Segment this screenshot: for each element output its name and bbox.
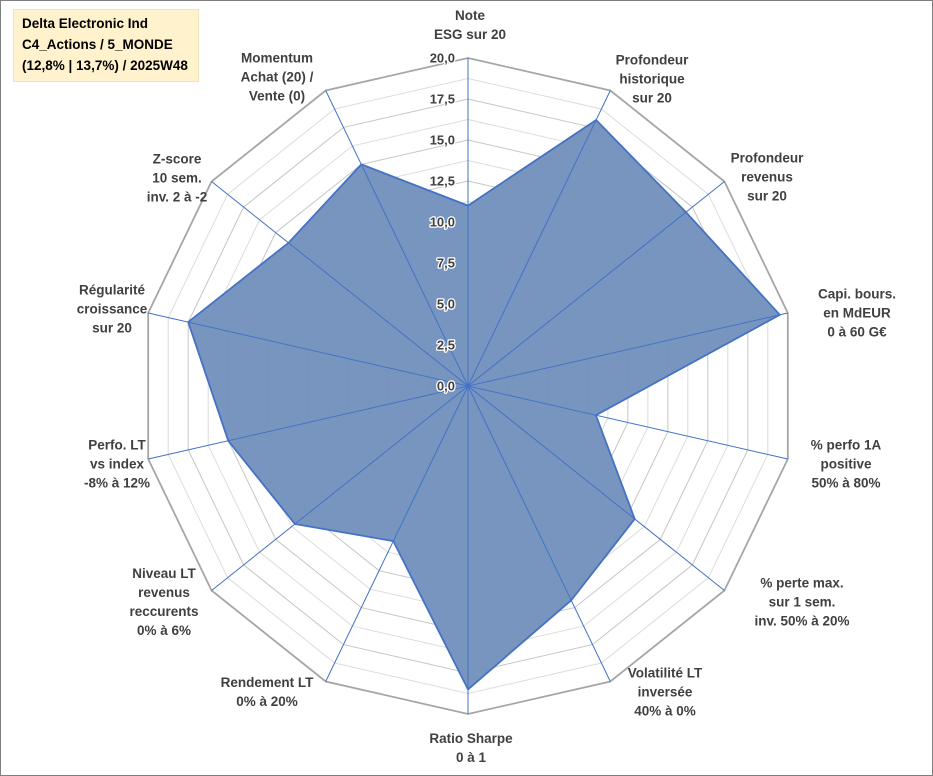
radial-tick-label: 12,5 — [430, 174, 455, 189]
axis-label: % perfo 1A positive 50% à 80% — [810, 437, 882, 491]
radial-tick-label: 15,0 — [430, 133, 455, 148]
radar-spoke — [467, 385, 611, 682]
radar-spoke — [325, 385, 469, 682]
radar-spoke — [148, 385, 469, 460]
axis-label: Régularité croissance sur 20 — [76, 282, 148, 336]
axis-label: Ratio Sharpe 0 à 1 — [429, 731, 513, 765]
axis-label: Volatilité LT inversée 40% à 0% — [627, 665, 703, 719]
axis-label: Capi. bours. en MdEUR 0 à 60 G€ — [817, 286, 897, 340]
radar-series-fill — [188, 120, 780, 690]
chart-title-box: Delta Electronic Ind C4_Actions / 5_MOND… — [13, 9, 199, 82]
axis-label: Perfo. LT vs index -8% à 12% — [83, 437, 151, 491]
axis-label: Rendement LT 0% à 20% — [220, 675, 314, 709]
axis-label: % perte max. sur 1 sem. inv. 50% à 20% — [754, 575, 850, 629]
axis-label: Note ESG sur 20 — [433, 8, 507, 42]
radar-spoke — [148, 312, 469, 387]
radar-spoke — [467, 385, 725, 591]
axis-label: Niveau LT revenus reccurents 0% à 6% — [129, 566, 199, 638]
radar-spoke — [467, 181, 725, 387]
title-line-3: (12,8% | 13,7%) / 2025W48 — [22, 58, 188, 73]
radar-spoke — [467, 312, 788, 387]
radar-spoke — [467, 385, 788, 460]
title-line-2: C4_Actions / 5_MONDE — [22, 37, 173, 52]
radial-tick-label: 0,0 — [437, 379, 455, 394]
radar-spoke — [467, 90, 611, 387]
radial-tick-label: 20,0 — [430, 51, 455, 66]
axis-label: Z-score 10 sem. inv. 2 à -2 — [146, 151, 208, 205]
radial-tick-label: 17,5 — [430, 92, 455, 107]
radial-tick-label: 2,5 — [437, 338, 455, 353]
radar-spoke — [325, 90, 469, 387]
axis-label: Profondeur revenus sur 20 — [730, 150, 804, 204]
axis-label: Momentum Achat (20) / Vente (0) — [240, 50, 314, 104]
axis-label: Profondeur historique sur 20 — [615, 52, 689, 106]
radar-spoke — [211, 385, 469, 591]
radial-tick-label: 10,0 — [430, 215, 455, 230]
title-line-1: Delta Electronic Ind — [22, 16, 149, 31]
radar-series-outline — [187, 119, 781, 691]
radial-tick-label: 5,0 — [437, 297, 455, 312]
radar-spoke — [211, 181, 469, 387]
radial-tick-label: 7,5 — [437, 256, 455, 271]
